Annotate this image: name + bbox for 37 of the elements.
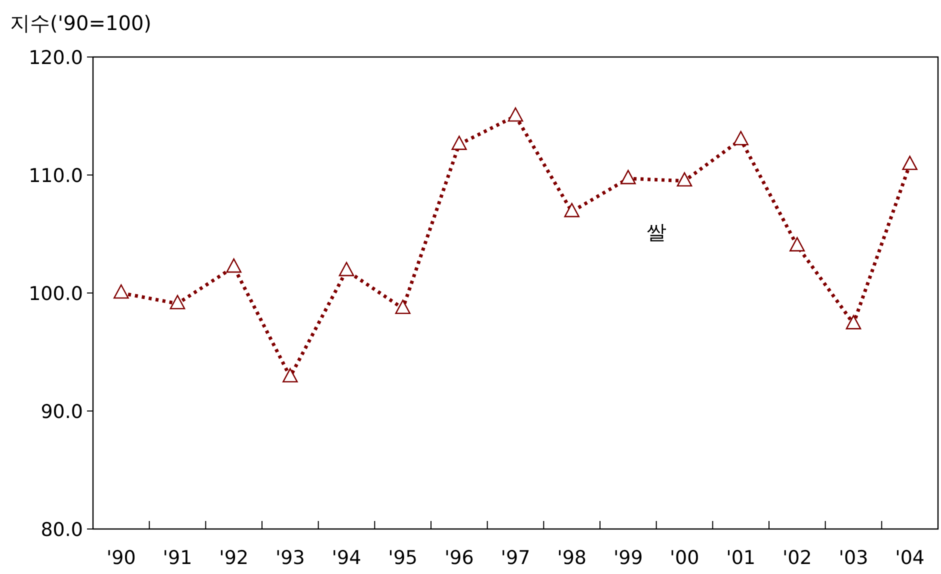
y-tick-label: 120.0 xyxy=(28,47,83,69)
x-tick-label: '97 xyxy=(500,547,530,569)
point xyxy=(564,202,580,218)
y-axis-title: 지수('90=100) xyxy=(10,11,152,35)
x-tick-label: '94 xyxy=(332,547,362,569)
point xyxy=(170,294,186,310)
series-label: 쌀 xyxy=(646,220,666,244)
x-tick-label: '92 xyxy=(219,547,249,569)
point xyxy=(620,170,636,184)
x-tick-label: '02 xyxy=(782,547,812,569)
y-tick-label: 110.0 xyxy=(28,165,83,187)
point xyxy=(676,172,692,187)
x-tick-label: '95 xyxy=(388,547,418,569)
x-tick-label: '90 xyxy=(106,547,136,569)
x-tick-label: '91 xyxy=(162,547,192,569)
x-tick-label: '96 xyxy=(444,547,474,569)
x-tick-label: '00 xyxy=(670,547,700,569)
point xyxy=(226,258,242,273)
point xyxy=(452,136,467,150)
point xyxy=(114,284,129,299)
point xyxy=(508,107,524,122)
y-tick-label: 90.0 xyxy=(40,401,83,423)
point xyxy=(395,300,410,314)
x-tick-label: '99 xyxy=(613,547,643,569)
x-tick-label: '01 xyxy=(726,547,756,569)
point xyxy=(846,315,862,330)
y-tick-label: 80.0 xyxy=(40,519,83,541)
x-tick-label: '98 xyxy=(557,547,587,569)
point xyxy=(790,237,805,252)
point xyxy=(733,130,748,146)
point xyxy=(282,368,298,382)
x-tick-label: '03 xyxy=(838,547,868,569)
x-tick-label: '93 xyxy=(275,547,305,569)
y-tick-label: 100.0 xyxy=(28,283,83,305)
point xyxy=(338,262,354,276)
x-tick-label: '04 xyxy=(895,547,925,569)
point xyxy=(902,156,918,170)
